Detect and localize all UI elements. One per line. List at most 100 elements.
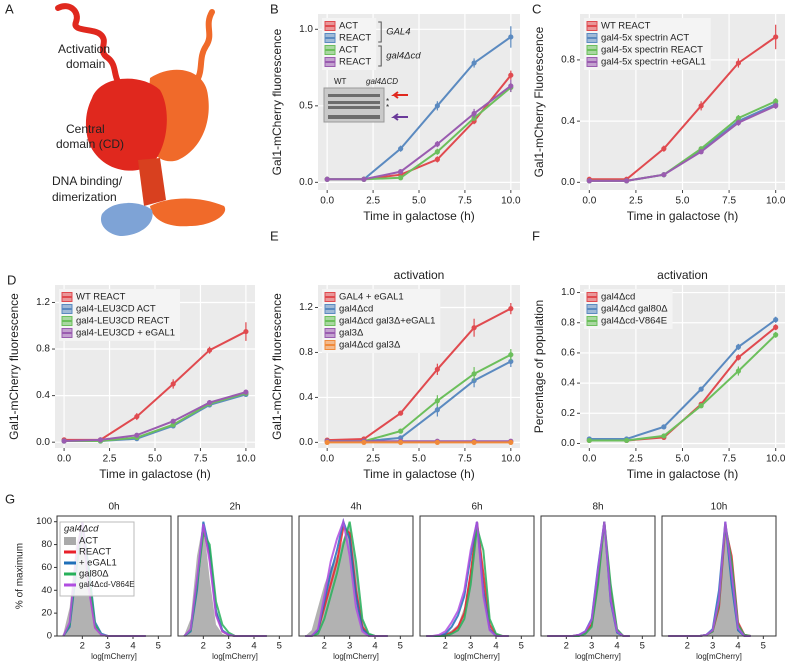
- x-tick-label: 5: [640, 641, 645, 652]
- y-axis-title: Percentage of population: [532, 300, 546, 433]
- legend-label: gal4Δcd-V864E: [601, 316, 667, 327]
- x-tick-label: 5.0: [412, 454, 426, 465]
- x-tick-label: 2.5: [366, 454, 380, 465]
- legend-brace: [378, 21, 382, 43]
- y-tick-label: 0.8: [561, 55, 575, 66]
- data-point: [434, 407, 440, 413]
- panel-label: A: [5, 1, 14, 16]
- x-tick-label: 4: [130, 641, 135, 652]
- x-axis-title: Time in galactose (h): [627, 467, 739, 481]
- legend-group: gal4Δcd: [386, 51, 421, 62]
- x-tick-label: 2.5: [629, 196, 643, 207]
- legend-label: REACT: [339, 33, 371, 44]
- legend-label: gal4-LEU3CD REACT: [76, 316, 170, 327]
- data-point: [434, 156, 440, 162]
- legend-label: gal4-5x spectrin ACT: [601, 33, 689, 44]
- annotation: Activation: [58, 42, 110, 56]
- data-point: [773, 98, 779, 104]
- y-axis-title: Gal1-mCherry fluorescence: [7, 293, 21, 440]
- data-point: [508, 439, 514, 445]
- data-point: [170, 418, 176, 424]
- panel-label: F: [532, 228, 540, 243]
- panel-title: 0h: [108, 502, 119, 513]
- data-point: [773, 324, 779, 330]
- data-point: [434, 398, 440, 404]
- series-line: [589, 104, 777, 182]
- legend-label: gal80Δ: [79, 569, 109, 580]
- data-point: [361, 176, 367, 182]
- data-point: [698, 103, 704, 109]
- x-tick-label: 4: [372, 641, 377, 652]
- data-point: [361, 439, 367, 445]
- protein-structure: [55, 3, 226, 236]
- y-tick-label: 1.2: [299, 302, 313, 313]
- panel-title: 8h: [592, 502, 603, 513]
- density-line: [547, 521, 630, 637]
- data-point: [398, 175, 404, 181]
- blot-band: [328, 106, 380, 109]
- x-tick-label: 5: [277, 641, 282, 652]
- data-point: [698, 403, 704, 409]
- legend-label: gal4-LEU3CD ACT: [76, 304, 156, 315]
- panel-label: D: [7, 272, 16, 287]
- x-axis-title: log[mCherry]: [696, 652, 742, 661]
- x-tick-label: 0.0: [320, 454, 334, 465]
- data-point: [243, 328, 249, 335]
- x-axis-title: log[mCherry]: [212, 652, 258, 661]
- blot-band: [328, 94, 380, 97]
- legend-label: ACT: [79, 536, 98, 547]
- x-tick-label: 5: [156, 641, 161, 652]
- legend-label: gal4-LEU3CD + eGAL1: [76, 328, 175, 339]
- legend-box: [584, 289, 673, 329]
- panel-label: B: [270, 1, 279, 16]
- y-tick-label: 0.5: [299, 100, 313, 111]
- legend-label: gal4Δcd gal3Δ+eGAL1: [339, 316, 435, 327]
- chart-title: activation: [657, 268, 708, 282]
- x-tick-label: 5.0: [412, 196, 426, 207]
- legend-group: GAL4: [386, 27, 410, 38]
- panel-frame: [540, 515, 656, 637]
- x-tick-label: 10.0: [501, 454, 521, 465]
- density-line: [547, 521, 630, 637]
- data-point: [623, 178, 630, 184]
- x-tick-label: 3: [226, 641, 231, 652]
- y-tick-label: 0.0: [561, 177, 575, 188]
- panel-label: G: [5, 491, 15, 506]
- legend-label: gal4Δcd gal80Δ: [601, 304, 668, 315]
- x-tick-label: 2.5: [103, 454, 117, 465]
- x-tick-label: 0.0: [320, 196, 334, 207]
- data-point: [508, 34, 514, 40]
- dna-binding-domain: [100, 202, 153, 236]
- panel-label: C: [532, 1, 541, 16]
- x-tick-label: 2: [564, 641, 569, 652]
- dna-binding-stem: [138, 158, 166, 206]
- data-point: [324, 439, 330, 445]
- legend-label: gal4Δcd-V864E: [79, 580, 135, 589]
- y-tick-label: 0.0: [299, 437, 313, 448]
- data-point: [471, 439, 477, 445]
- data-point: [698, 386, 704, 392]
- x-axis-title: log[mCherry]: [333, 652, 379, 661]
- x-tick-label: 7.5: [722, 196, 736, 207]
- data-point: [398, 146, 404, 152]
- x-tick-label: 2.5: [629, 454, 643, 465]
- x-tick-label: 5.0: [676, 454, 690, 465]
- legend-label: REACT: [339, 57, 371, 68]
- density-line: [547, 521, 630, 637]
- data-point: [508, 72, 514, 78]
- data-point: [97, 437, 104, 443]
- x-tick-label: 0.0: [57, 454, 71, 465]
- legend-brace: [378, 45, 382, 67]
- annotation: domain (CD): [56, 137, 124, 151]
- legend-label: WT REACT: [76, 292, 126, 303]
- x-tick-label: 10.0: [501, 196, 521, 207]
- data-point: [586, 437, 592, 444]
- data-point: [61, 438, 67, 444]
- x-tick-label: 7.5: [458, 196, 472, 207]
- panel-frame: [177, 515, 293, 637]
- x-tick-label: 4: [614, 641, 619, 652]
- data-point: [398, 410, 404, 416]
- legend-label: gal3Δ: [339, 328, 364, 339]
- blot-band: [328, 115, 380, 119]
